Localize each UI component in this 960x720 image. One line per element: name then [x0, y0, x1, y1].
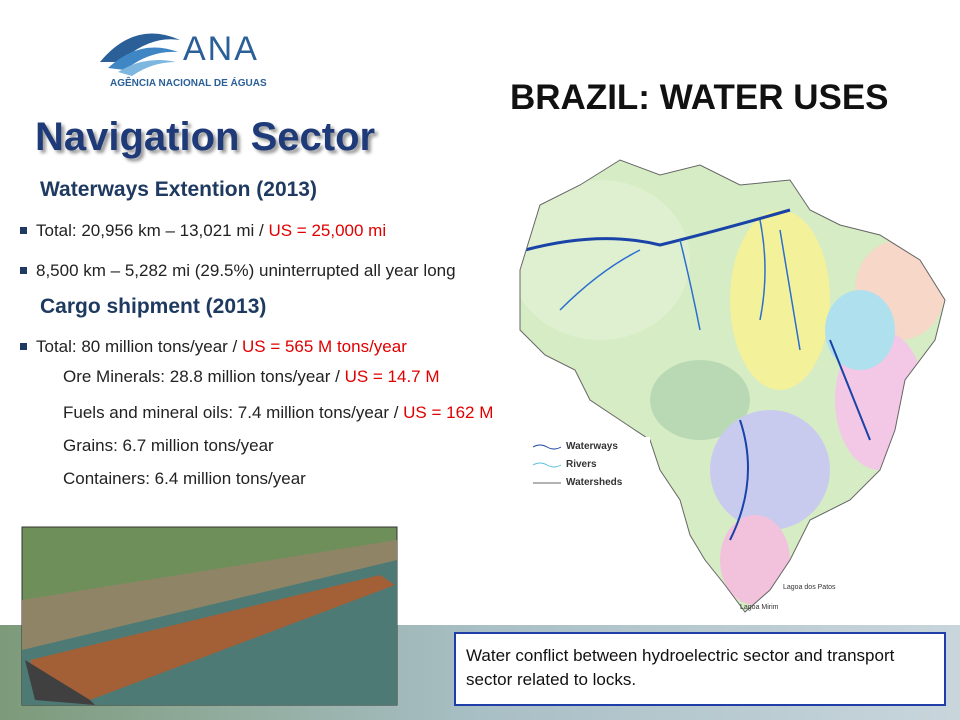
logo-name: ANA: [183, 30, 259, 68]
text: Fuels and mineral oils: 7.4 million tons…: [63, 403, 404, 422]
bullet: Total: 20,956 km – 13,021 mi / US = 25,0…: [16, 221, 386, 241]
text: Total: 20,956 km – 13,021 mi /: [36, 221, 269, 240]
bullet: 8,500 km – 5,282 mi (29.5%) uninterrupte…: [16, 261, 456, 281]
logo-subtitle: AGÊNCIA NACIONAL DE ÁGUAS: [110, 78, 267, 89]
bullet: Total: 80 million tons/year / US = 565 M…: [16, 337, 407, 357]
legend-label: Rivers: [566, 459, 597, 470]
section-title: Navigation Sector: [35, 115, 376, 159]
highlight: US = 162 M: [403, 403, 494, 422]
heading: Waterways Extention (2013): [40, 178, 317, 201]
detail: Grains: 6.7 million tons/year: [63, 436, 274, 455]
map-label: Lagoa dos Patos: [783, 584, 836, 591]
note-box: [454, 632, 946, 706]
highlight: US = 25,000 mi: [268, 221, 387, 240]
map-legend-box: [528, 437, 650, 497]
highlight: US = 14.7 M: [344, 367, 440, 386]
map-label: Lagoa Mirim: [740, 604, 779, 611]
heading: Cargo shipment (2013): [40, 295, 267, 318]
detail: Ore Minerals: 28.8 million tons/year / U…: [63, 367, 440, 387]
slide-title: BRAZIL: WATER USES: [510, 78, 889, 117]
detail: Fuels and mineral oils: 7.4 million tons…: [63, 403, 493, 423]
note: Water conflict between hydroelectric sec…: [466, 646, 895, 689]
legend-label: Watersheds: [566, 477, 623, 488]
photo: [21, 526, 398, 706]
highlight: US = 565 M tons/year: [241, 337, 407, 356]
text: 8,500 km – 5,282 mi (29.5%) uninterrupte…: [36, 261, 456, 280]
detail: Containers: 6.4 million tons/year: [63, 469, 306, 488]
text: Ore Minerals: 28.8 million tons/year /: [63, 367, 345, 386]
text: Total: 80 million tons/year /: [36, 337, 242, 356]
logo-mark: [100, 33, 180, 76]
legend-label: Waterways: [566, 441, 618, 452]
